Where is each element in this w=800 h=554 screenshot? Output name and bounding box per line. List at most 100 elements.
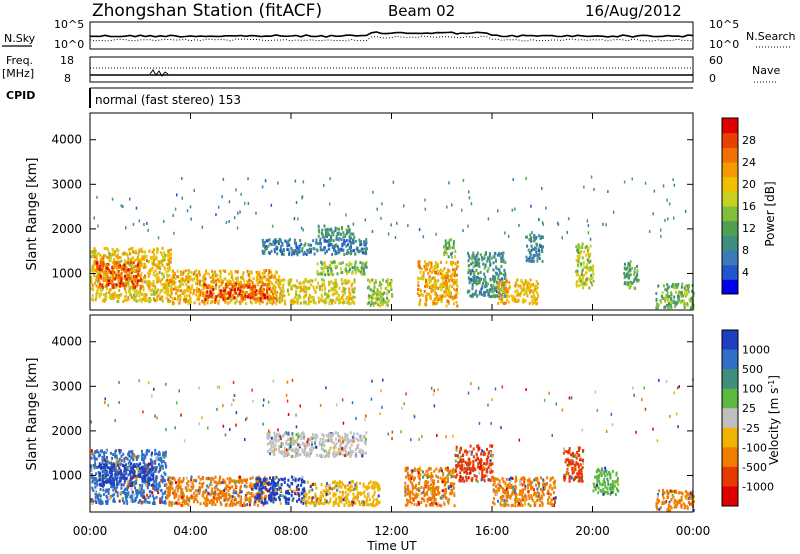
pw-cell — [118, 256, 121, 259]
pw-cell — [201, 279, 204, 283]
pw-cell — [589, 252, 592, 256]
pw-cell — [418, 265, 421, 269]
pw-cell — [429, 269, 432, 273]
vl-cell — [172, 476, 175, 480]
vl-cell — [171, 476, 174, 480]
vl-cell — [111, 456, 114, 460]
vl-cell — [139, 491, 141, 495]
pw-cell — [371, 230, 374, 233]
pw-cell — [140, 259, 143, 263]
vl-cell — [147, 496, 150, 500]
pw-cell — [228, 292, 231, 296]
pw-cell — [605, 223, 607, 227]
pw-cell — [90, 255, 93, 259]
pw-cell — [589, 244, 592, 248]
vl-cell — [256, 503, 259, 507]
pw-cell — [325, 231, 327, 235]
pw-cell — [577, 264, 580, 268]
pw-cell — [512, 298, 515, 302]
pw-cell — [316, 262, 319, 266]
pw-cell — [437, 297, 440, 301]
pw-cell — [319, 298, 322, 301]
pw-cell — [664, 305, 667, 309]
pw-cell — [681, 282, 684, 286]
pw-cell — [103, 298, 106, 302]
vl-cell — [110, 482, 113, 485]
pw-cell — [152, 250, 155, 254]
pw-cell — [435, 232, 437, 236]
pw-cell — [484, 284, 487, 288]
pw-cell — [171, 276, 174, 280]
pw-cell — [474, 256, 477, 260]
pw-cell — [332, 299, 335, 303]
pw-cell — [475, 275, 478, 279]
vl-cell — [192, 484, 195, 488]
cpid-label: CPID — [6, 89, 35, 102]
pw-cell — [143, 297, 146, 301]
vl-cell — [141, 500, 144, 504]
pw-cell — [677, 294, 679, 298]
pw-cell — [534, 284, 537, 288]
vl-cell — [152, 483, 155, 487]
pw-cell — [206, 301, 209, 305]
pw-cell — [471, 294, 473, 298]
pw-cell — [504, 292, 506, 296]
vl-cell — [228, 493, 230, 497]
vl-cell — [182, 494, 185, 498]
pw-cell — [481, 286, 484, 290]
pw-cell — [662, 184, 665, 188]
pw-cell — [141, 250, 144, 254]
nave-label: Nave — [752, 64, 780, 77]
vl-cell — [141, 471, 144, 475]
pw-cell — [344, 281, 346, 284]
pw-cell — [115, 285, 118, 289]
pw-cell — [684, 284, 687, 288]
pw-cell — [261, 279, 263, 282]
pw-cell — [280, 252, 283, 256]
vl-cell — [203, 490, 205, 494]
pw-cell — [581, 282, 584, 286]
pw-cell — [324, 232, 327, 236]
vl-cell — [273, 481, 275, 485]
vl-cell — [218, 492, 221, 496]
pw-cell — [173, 231, 175, 235]
pw-cell — [444, 245, 446, 249]
pw-cell — [348, 290, 351, 294]
vl-cell — [215, 484, 218, 488]
pw-cell — [230, 298, 233, 302]
pw-cell — [481, 258, 484, 262]
pw-cell — [258, 277, 261, 281]
pw-cell — [210, 294, 213, 298]
pw-cell — [208, 286, 211, 290]
pw-cell — [112, 296, 115, 300]
pw-cell — [111, 273, 114, 277]
pw-cell — [268, 238, 271, 242]
pw-cell — [419, 298, 422, 302]
pw-cell — [455, 273, 458, 277]
pw-cell — [136, 275, 139, 279]
pw-cell — [576, 254, 579, 258]
vl-cell — [100, 463, 103, 467]
pw-cell — [586, 251, 589, 255]
pw-cell — [303, 252, 306, 255]
pw-cell — [425, 278, 427, 282]
pw-cell — [121, 282, 124, 286]
vl-cell — [114, 486, 117, 490]
vl-cell — [251, 483, 254, 487]
pw-cell — [648, 230, 651, 233]
pw-cell — [343, 289, 346, 293]
vl-cell — [254, 486, 257, 490]
pw-cell — [277, 242, 280, 245]
pw-cell — [670, 305, 673, 309]
pw-cell — [119, 284, 122, 288]
pw-cell — [155, 277, 158, 280]
pw-cell — [347, 224, 350, 228]
pw-cell — [268, 251, 271, 255]
pw-cell — [145, 280, 148, 284]
vl-cell — [134, 498, 137, 502]
vl-cell — [107, 490, 110, 494]
pw-cell — [299, 239, 302, 242]
pw-cell — [453, 246, 455, 250]
pw-cell — [124, 267, 127, 271]
vl-cell — [119, 463, 122, 466]
